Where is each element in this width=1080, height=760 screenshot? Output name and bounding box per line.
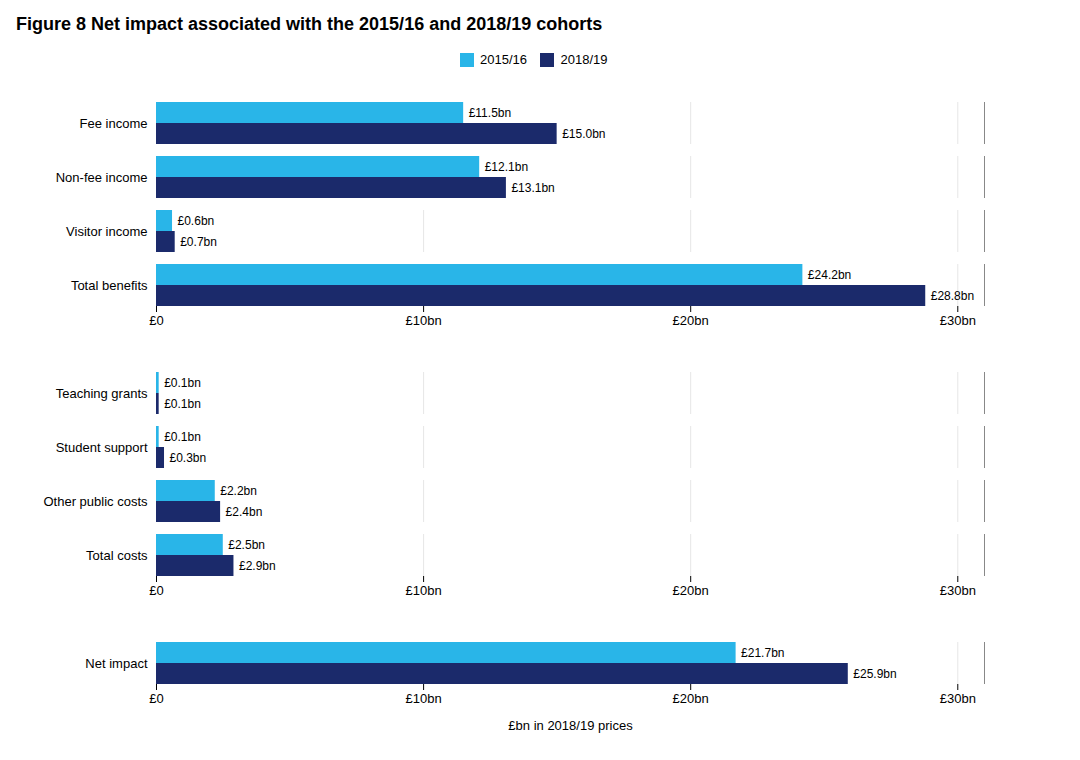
svg-text:£30bn: £30bn xyxy=(940,582,976,597)
svg-text:£21.7bn: £21.7bn xyxy=(741,645,784,659)
svg-text:£13.1bn: £13.1bn xyxy=(511,180,554,194)
svg-text:£20bn: £20bn xyxy=(673,582,709,597)
svg-text:£15.0bn: £15.0bn xyxy=(562,126,605,140)
svg-text:Visitor income: Visitor income xyxy=(66,223,147,238)
svg-text:£20bn: £20bn xyxy=(673,690,709,705)
svg-text:£0: £0 xyxy=(149,690,163,705)
svg-text:Fee income: Fee income xyxy=(80,115,148,130)
svg-text:£0.1bn: £0.1bn xyxy=(164,396,201,410)
svg-text:£0: £0 xyxy=(149,312,163,327)
svg-text:£20bn: £20bn xyxy=(673,312,709,327)
svg-text:Other public costs: Other public costs xyxy=(43,493,148,508)
svg-text:£2.9bn: £2.9bn xyxy=(239,558,276,572)
svg-text:£2.2bn: £2.2bn xyxy=(220,483,257,497)
svg-text:£30bn: £30bn xyxy=(940,690,976,705)
svg-text:£11.5bn: £11.5bn xyxy=(469,105,512,119)
svg-text:£24.2bn: £24.2bn xyxy=(808,267,851,281)
html-text:Figure 8 Net impact associated: Figure 8 Net impact associated with the … xyxy=(16,14,603,34)
svg-text:£10bn: £10bn xyxy=(406,690,442,705)
svg-text:Total costs: Total costs xyxy=(86,547,148,562)
svg-text:£28.8bn: £28.8bn xyxy=(931,288,974,302)
svg-text:£0.6bn: £0.6bn xyxy=(178,213,215,227)
svg-text:Net impact: Net impact xyxy=(85,655,148,670)
svg-text:£0.7bn: £0.7bn xyxy=(180,234,217,248)
html-text:2018/19: 2018/19 xyxy=(560,52,608,67)
svg-text:Teaching grants: Teaching grants xyxy=(56,385,148,400)
svg-text:£2.5bn: £2.5bn xyxy=(228,537,265,551)
html-text:2015/16: 2015/16 xyxy=(480,52,527,67)
svg-text:£0.1bn: £0.1bn xyxy=(164,429,201,443)
svg-text:£12.1bn: £12.1bn xyxy=(485,159,528,173)
svg-text:£10bn: £10bn xyxy=(406,312,442,327)
svg-text:£0.1bn: £0.1bn xyxy=(164,375,201,389)
svg-text:£0.3bn: £0.3bn xyxy=(170,450,207,464)
svg-text:Non-fee income: Non-fee income xyxy=(56,169,148,184)
svg-text:£10bn: £10bn xyxy=(406,582,442,597)
svg-text:£bn in 2018/19 prices: £bn in 2018/19 prices xyxy=(508,717,633,732)
svg-text:Total benefits: Total benefits xyxy=(71,277,148,292)
svg-text:Student support: Student support xyxy=(56,439,148,454)
svg-text:£0: £0 xyxy=(149,582,163,597)
svg-text:£30bn: £30bn xyxy=(940,312,976,327)
svg-text:£25.9bn: £25.9bn xyxy=(853,666,896,680)
svg-text:£2.4bn: £2.4bn xyxy=(226,504,263,518)
